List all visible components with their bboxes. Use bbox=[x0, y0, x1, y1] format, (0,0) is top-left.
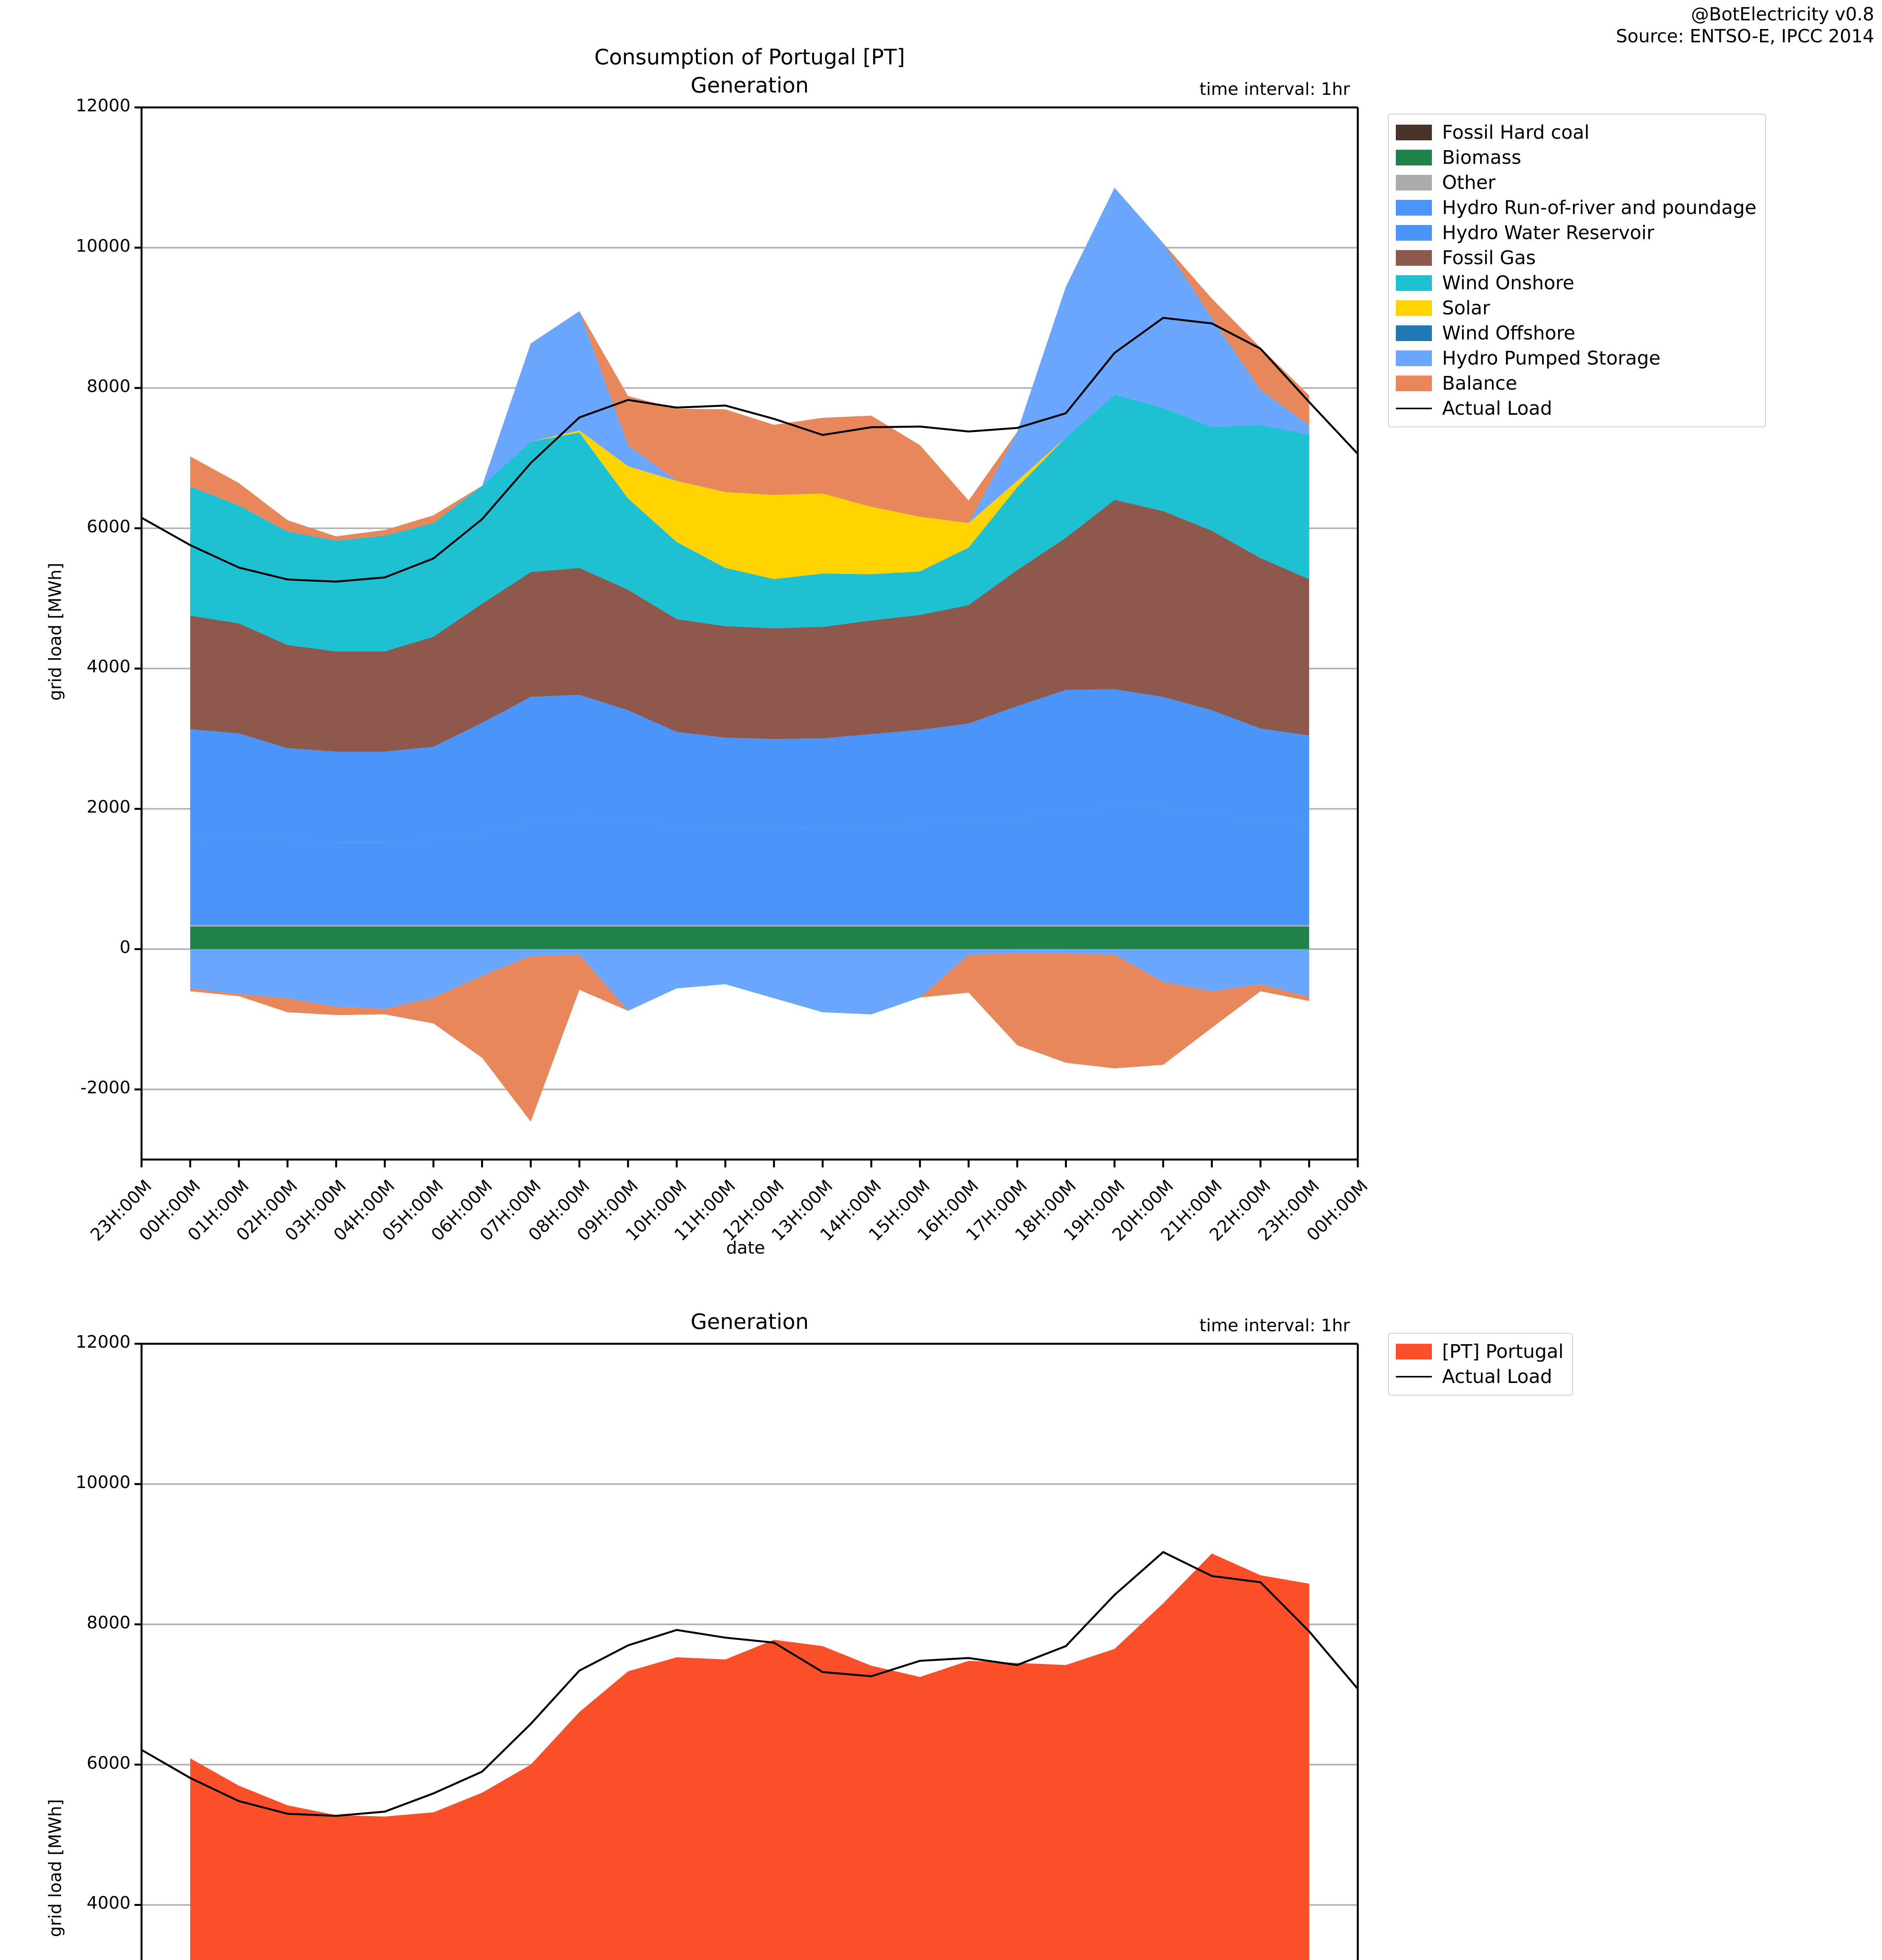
legend-item[interactable]: Solar bbox=[1396, 296, 1757, 321]
legend-item[interactable]: Fossil Hard coal bbox=[1396, 120, 1757, 145]
legend-item[interactable]: [PT] Portugal bbox=[1396, 1339, 1564, 1364]
legend-line-swatch bbox=[1396, 408, 1432, 409]
legend-color-swatch bbox=[1396, 125, 1432, 140]
attribution-line1: @BotElectricity v0.8 bbox=[1691, 4, 1874, 25]
y-axis-tick-label: 4000 bbox=[87, 657, 131, 677]
chart-main-title: Consumption of Portugal [PT] bbox=[594, 45, 905, 69]
legend-color-swatch bbox=[1396, 200, 1432, 216]
legend-item-label: Hydro Pumped Storage bbox=[1442, 347, 1661, 369]
legend-color-swatch bbox=[1396, 300, 1432, 316]
plot-background bbox=[142, 1344, 1358, 1960]
legend-color-swatch bbox=[1396, 350, 1432, 366]
chart-legend: Fossil Hard coal Biomass Other Hydro Run-of… bbox=[1388, 114, 1766, 427]
legend-color-swatch bbox=[1396, 275, 1432, 291]
legend-line-swatch bbox=[1396, 1376, 1432, 1377]
legend-item[interactable]: Actual Load bbox=[1396, 1364, 1564, 1389]
x-axis-label: date bbox=[726, 1238, 765, 1258]
legend-item[interactable]: Balance bbox=[1396, 371, 1757, 396]
legend-item-label: Actual Load bbox=[1442, 397, 1552, 419]
y-axis-tick-label: -2000 bbox=[80, 1078, 131, 1098]
time-interval-label: time interval: 1hr bbox=[1199, 1316, 1350, 1336]
y-axis-tick-label: 10000 bbox=[76, 236, 131, 256]
legend-item[interactable]: Other bbox=[1396, 170, 1757, 195]
legend-color-swatch bbox=[1396, 325, 1432, 341]
chart-subtitle: Generation bbox=[690, 73, 809, 98]
legend-item[interactable]: Wind Onshore bbox=[1396, 270, 1757, 296]
legend-item[interactable]: Hydro Water Reservoir bbox=[1396, 220, 1757, 245]
legend-item[interactable]: Hydro Run-of-river and poundage bbox=[1396, 195, 1757, 220]
legend-item[interactable]: Hydro Pumped Storage bbox=[1396, 346, 1757, 371]
y-axis-tick-label: 4000 bbox=[87, 1893, 131, 1913]
legend-item-label: Wind Offshore bbox=[1442, 322, 1575, 344]
y-axis-tick-label: 0 bbox=[120, 937, 131, 958]
y-axis-tick-label: 8000 bbox=[87, 376, 131, 396]
actual-load-line bbox=[141, 1551, 1359, 1817]
y-axis-tick-label: 12000 bbox=[76, 1332, 131, 1352]
chart-subtitle: Generation bbox=[690, 1309, 809, 1334]
y-axis-tick-label: 2000 bbox=[87, 797, 131, 817]
legend-color-swatch bbox=[1396, 175, 1432, 191]
attribution-header: @BotElectricity v0.8 Source: ENTSO-E, IPC… bbox=[1616, 3, 1874, 47]
legend-item-label: Balance bbox=[1442, 372, 1517, 394]
legend-item-label: Fossil Gas bbox=[1442, 247, 1536, 269]
legend-item[interactable]: Wind Offshore bbox=[1396, 321, 1757, 346]
legend-item-label: Wind Onshore bbox=[1442, 272, 1575, 294]
legend-item-label: Actual Load bbox=[1442, 1366, 1552, 1388]
legend-item-label: Hydro Water Reservoir bbox=[1442, 222, 1655, 244]
country-generation-area bbox=[190, 1553, 1309, 1960]
legend-item-label: Biomass bbox=[1442, 147, 1521, 169]
legend-item-label: Solar bbox=[1442, 297, 1490, 319]
y-axis-tick-label: 6000 bbox=[87, 516, 131, 537]
attribution-line2: Source: ENTSO-E, IPCC 2014 bbox=[1616, 25, 1874, 47]
legend-item-label: Other bbox=[1442, 172, 1496, 194]
y-axis-tick-label: 12000 bbox=[76, 96, 131, 116]
y-axis-tick-label: 10000 bbox=[76, 1472, 131, 1492]
legend-color-swatch bbox=[1396, 376, 1432, 391]
legend-item[interactable]: Actual Load bbox=[1396, 396, 1757, 421]
legend-color-swatch bbox=[1396, 225, 1432, 241]
legend-item-label: Hydro Run-of-river and poundage bbox=[1442, 197, 1757, 219]
legend-color-swatch bbox=[1396, 1344, 1432, 1359]
legend-item[interactable]: Biomass bbox=[1396, 145, 1757, 170]
y-axis-tick-label: 6000 bbox=[87, 1753, 131, 1773]
time-interval-label: time interval: 1hr bbox=[1199, 79, 1350, 99]
y-axis-label: grid load [MWh] bbox=[45, 1799, 65, 1937]
legend-item[interactable]: Fossil Gas bbox=[1396, 245, 1757, 270]
y-axis-tick-label: 8000 bbox=[87, 1612, 131, 1633]
legend-item-label: Fossil Hard coal bbox=[1442, 122, 1590, 143]
legend-item-label: [PT] Portugal bbox=[1442, 1341, 1564, 1363]
legend-color-swatch bbox=[1396, 250, 1432, 266]
legend-color-swatch bbox=[1396, 150, 1432, 165]
chart-legend: [PT] Portugal Actual Load bbox=[1388, 1333, 1573, 1396]
